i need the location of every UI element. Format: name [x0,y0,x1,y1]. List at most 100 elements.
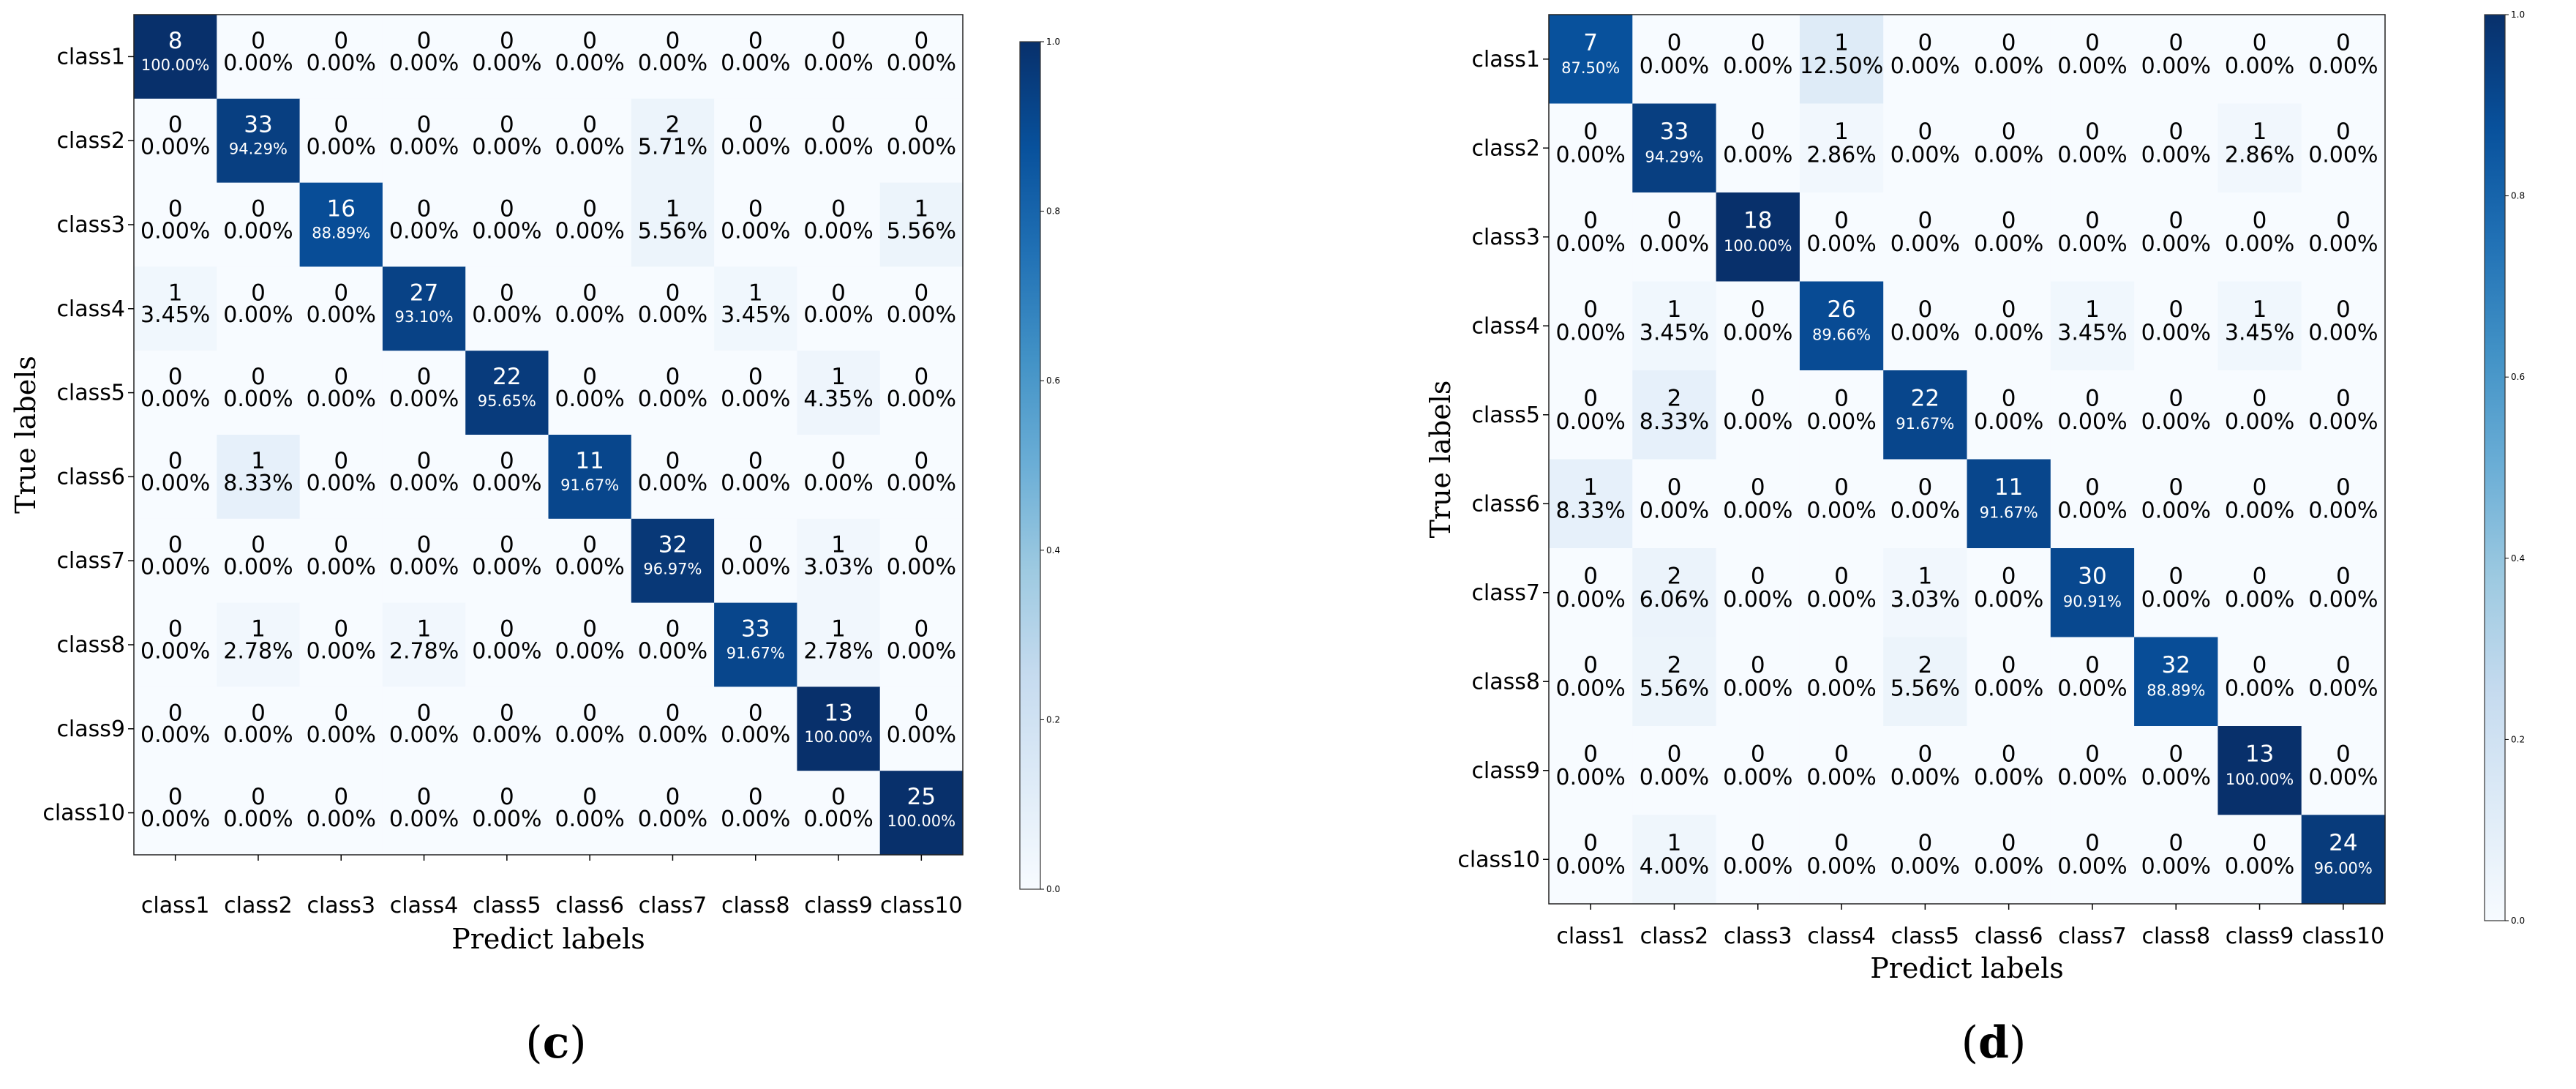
heatmap-cell [299,686,383,771]
heatmap-cell [714,182,797,267]
heatmap-cell [134,266,217,351]
cell-percent-label: 0.00% [887,555,956,580]
cell-percent-label: 0.00% [1974,854,2043,880]
heatmap-cell [714,602,797,687]
heatmap-cell [714,518,797,604]
heatmap-cell [2050,15,2135,105]
cell-count-label: 0 [666,700,680,726]
heatmap-cell [299,15,383,100]
cell-count-label: 0 [2336,474,2351,501]
heatmap-cell [1632,103,1717,193]
cell-count-label: 0 [582,700,597,726]
heatmap-cell [2050,103,2135,193]
cell-count-label: 0 [666,28,680,54]
heatmap-cell [382,351,466,435]
heatmap-cell [1549,815,1633,905]
heatmap-cell [217,771,301,856]
cell-count-label: 0 [251,196,266,222]
cell-count-label: 1 [914,196,928,222]
cell-percent-label: 0.00% [1555,143,1625,168]
cell-percent-label: 0.00% [307,555,376,580]
cell-percent-label: 0.00% [389,471,459,496]
heatmap-cell [1883,192,1968,282]
heatmap-cell [2134,548,2218,638]
cell-percent-label: 0.00% [223,302,293,328]
cell-percent-label: 90.91% [2063,593,2122,610]
cell-percent-label: 0.00% [2225,676,2294,702]
cell-percent-label: 0.00% [555,386,624,412]
cell-count-label: 0 [1834,474,1849,501]
cell-count-label: 0 [334,700,348,726]
cell-percent-label: 0.00% [223,807,293,832]
cell-count-label: 0 [1918,30,1932,56]
caption-paren-open: ( [525,1017,542,1069]
cell-count-label: 0 [2336,296,2351,323]
cell-percent-label: 0.00% [2057,53,2127,79]
heatmap-cell [1716,815,1800,905]
cell-percent-label: 0.00% [638,638,707,664]
heatmap-cell [1549,637,1633,727]
heatmap-cell [1632,281,1717,371]
cell-percent-label: 0.00% [2141,321,2211,346]
cell-percent-label: 0.00% [1974,53,2043,79]
cell-percent-label: 0.00% [472,722,541,748]
cell-percent-label: 0.00% [307,471,376,496]
cell-count-label: 0 [251,532,266,558]
cell-percent-label: 4.35% [803,386,873,412]
heatmap-cell [797,435,881,520]
heatmap-cell [1799,637,1884,727]
cell-count-label: 0 [2168,119,2183,145]
cell-count-label: 11 [575,448,604,474]
cell-count-label: 0 [1918,474,1932,501]
heatmap-cell [2218,548,2302,638]
cell-count-label: 0 [666,784,680,810]
heatmap-cell [217,518,301,604]
x-tick-label: class2 [1640,924,1709,949]
cell-count-label: 0 [2085,386,2100,412]
cell-count-label: 0 [1583,119,1598,145]
heatmap-cell [2050,637,2135,727]
cell-percent-label: 0.00% [1555,587,1625,613]
cell-percent-label: 2.78% [223,638,293,664]
x-tick-label: class5 [473,893,541,918]
cell-percent-label: 0.00% [1723,498,1792,524]
cell-percent-label: 0.00% [638,386,707,412]
cell-count-label: 0 [914,280,928,306]
caption-letter: c [543,1017,570,1069]
cell-percent-label: 8.33% [223,471,293,496]
cell-count-label: 0 [582,28,597,54]
heatmap-cell [2218,370,2302,460]
heatmap-cell [2134,192,2218,282]
heatmap-cell [631,182,715,267]
cell-count-label: 0 [2336,30,2351,56]
heatmap-cell [548,435,632,520]
heatmap-cell [631,98,715,184]
cell-percent-label: 0.00% [307,638,376,664]
cell-percent-label: 0.00% [389,135,459,160]
cell-count-label: 2 [1667,564,1682,590]
colorbar-tick-label: 0.4 [1046,545,1060,555]
cell-count-label: 0 [914,616,928,643]
cell-count-label: 0 [500,196,514,222]
cell-percent-label: 6.06% [1640,587,1709,613]
heatmap-cell [714,771,797,856]
heatmap-cell [1549,15,1633,105]
cell-count-label: 0 [2253,474,2267,501]
cell-percent-label: 0.00% [1555,676,1625,702]
cell-percent-label: 0.00% [2308,409,2378,435]
cell-percent-label: 3.45% [1640,321,1709,346]
heatmap-cell [2218,281,2302,371]
heatmap-cell [2050,459,2135,549]
heatmap-cell [465,266,549,351]
y-tick-label: class1 [1471,47,1540,72]
cell-count-label: 0 [831,448,846,474]
cell-percent-label: 0.00% [1974,143,2043,168]
cell-percent-label: 0.00% [803,218,873,244]
cell-count-label: 0 [2253,386,2267,412]
heatmap-cell [2301,548,2386,638]
cell-percent-label: 0.00% [721,386,790,412]
x-tick-label: class3 [1724,924,1792,949]
heatmap-cell [714,351,797,435]
cell-percent-label: 0.00% [1974,321,2043,346]
cell-count-label: 0 [1583,652,1598,678]
